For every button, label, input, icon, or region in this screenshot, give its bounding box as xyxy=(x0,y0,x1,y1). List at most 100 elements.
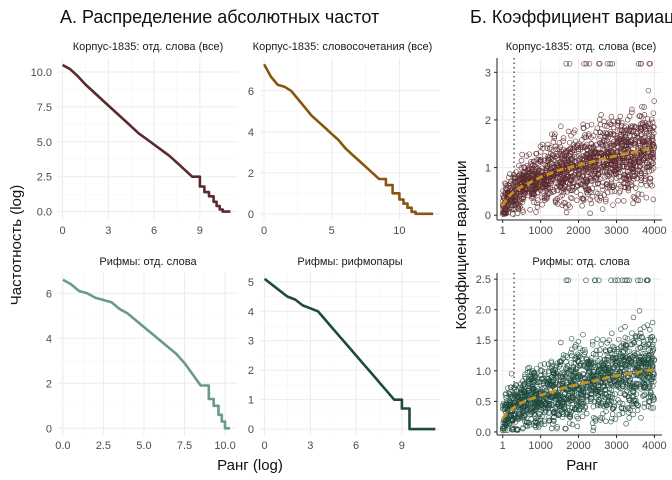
scatter-point xyxy=(612,277,618,284)
scatter-point xyxy=(623,421,629,427)
scatter-point xyxy=(502,427,508,433)
scatter-point xyxy=(521,389,528,395)
scatter-point xyxy=(503,208,509,214)
scatter-point xyxy=(508,411,514,418)
scatter-point xyxy=(565,277,571,284)
scatter-point xyxy=(515,427,521,433)
y-tick-label: 3 xyxy=(485,67,491,79)
scatter-point xyxy=(560,398,567,404)
scatter-point xyxy=(579,413,586,420)
scatter-point xyxy=(506,193,512,199)
facet-strip-label: Рифмы: рифмопары xyxy=(297,256,402,268)
scatter-point xyxy=(632,333,639,339)
scatter-point xyxy=(510,424,516,431)
scatter-point xyxy=(611,344,617,351)
scatter-point xyxy=(604,137,610,143)
scatter-point xyxy=(637,345,644,351)
scatter-point xyxy=(606,347,613,353)
x-tick-label: 0.0 xyxy=(55,440,70,452)
scatter-point xyxy=(626,277,632,284)
scatter-point xyxy=(615,139,621,145)
scatter-point xyxy=(546,414,552,421)
scatter-point xyxy=(600,336,606,343)
scatter-point xyxy=(583,410,590,417)
scatter-point xyxy=(651,371,658,377)
scatter-point xyxy=(533,405,539,412)
scatter-point xyxy=(638,415,644,421)
scatter-point xyxy=(507,391,513,397)
scatter-point xyxy=(549,394,556,400)
scatter-point xyxy=(577,192,584,198)
scatter-point xyxy=(588,140,594,147)
scatter-point xyxy=(552,367,559,373)
scatter-point xyxy=(572,344,578,350)
scatter-point xyxy=(517,381,524,387)
scatter-point xyxy=(622,324,628,330)
scatter-point xyxy=(608,131,614,137)
x-tick-label: 2000 xyxy=(566,225,590,237)
facet-1: Корпус-1835: отд. слова (все) 0 3 6 9 0.0 2.5 5… xyxy=(31,41,238,237)
scatter-point xyxy=(535,189,541,196)
series-line xyxy=(262,63,434,216)
scatter-point xyxy=(603,181,610,187)
scatter-point xyxy=(625,405,632,412)
scatter-point xyxy=(631,352,637,359)
scatter-points xyxy=(500,277,658,434)
scatter-point xyxy=(565,400,571,406)
scatter-point xyxy=(556,393,563,399)
y-tick-label: 10.0 xyxy=(31,67,52,79)
y-tick-label: 1.5 xyxy=(476,335,491,347)
scatter-point xyxy=(626,415,632,421)
scatter-point xyxy=(605,360,611,367)
scatter-point xyxy=(547,381,553,387)
scatter-point xyxy=(554,424,560,430)
x-tick-label: 3 xyxy=(307,440,313,452)
scatter-point xyxy=(537,362,544,368)
scatter-point xyxy=(618,326,624,332)
scatter-point xyxy=(535,398,541,405)
scatter-point xyxy=(518,165,525,171)
scatter-point xyxy=(567,411,573,417)
scatter-point xyxy=(649,334,656,340)
scatter-point xyxy=(563,277,570,284)
scatter-point xyxy=(512,411,519,417)
x-tick-label: 10 xyxy=(393,225,405,237)
scatter-point xyxy=(551,418,557,424)
scatter-point xyxy=(648,133,655,140)
scatter-point xyxy=(635,197,642,204)
scatter-point xyxy=(557,184,563,190)
scatter-point xyxy=(543,396,549,402)
scatter-point xyxy=(592,170,598,177)
scatter-point xyxy=(575,179,582,186)
scatter-point xyxy=(557,358,564,365)
scatter-point xyxy=(637,121,644,127)
scatter-point xyxy=(576,372,583,378)
panel-a-title: А. Распределение абсолютных частот xyxy=(60,7,379,27)
scatter-point xyxy=(612,416,619,422)
scatter-point xyxy=(568,187,575,193)
scatter-point xyxy=(631,173,638,179)
scatter-point xyxy=(596,60,602,67)
scatter-point xyxy=(634,154,640,160)
scatter-point xyxy=(647,181,654,187)
scatter-point xyxy=(511,384,518,390)
scatter-point xyxy=(552,131,558,137)
scatter-point xyxy=(590,386,597,392)
scatter-point xyxy=(641,344,648,350)
scatter-point xyxy=(528,159,534,165)
scatter-point xyxy=(641,377,647,383)
scatter-point xyxy=(595,150,602,156)
scatter-point xyxy=(643,154,649,160)
scatter-point xyxy=(641,104,647,110)
scatter-point xyxy=(571,159,578,165)
scatter-point xyxy=(502,417,509,423)
scatter-point xyxy=(632,185,639,191)
scatter-point xyxy=(565,370,571,376)
scatter-point xyxy=(595,367,602,373)
scatter-point xyxy=(583,180,590,186)
scatter-point xyxy=(636,159,642,165)
scatter-point xyxy=(641,168,648,175)
scatter-point xyxy=(566,420,573,426)
scatter-point xyxy=(636,135,643,141)
scatter-point xyxy=(562,184,568,190)
